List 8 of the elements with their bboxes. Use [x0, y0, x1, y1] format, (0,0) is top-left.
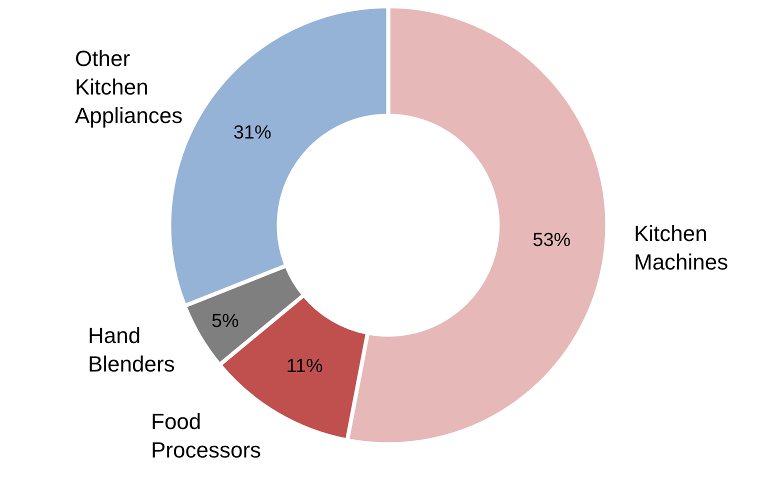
slice-label: Other Kitchen Appliances: [75, 46, 183, 128]
slice-label: Kitchen Machines: [634, 221, 728, 275]
data-label: 11%: [286, 356, 323, 378]
data-label: 5%: [211, 311, 240, 332]
slice-label: Hand Blenders: [88, 323, 175, 377]
data-label: 31%: [233, 122, 272, 144]
data-label: 53%: [532, 230, 571, 252]
slice-label: Food Processors: [151, 409, 262, 463]
